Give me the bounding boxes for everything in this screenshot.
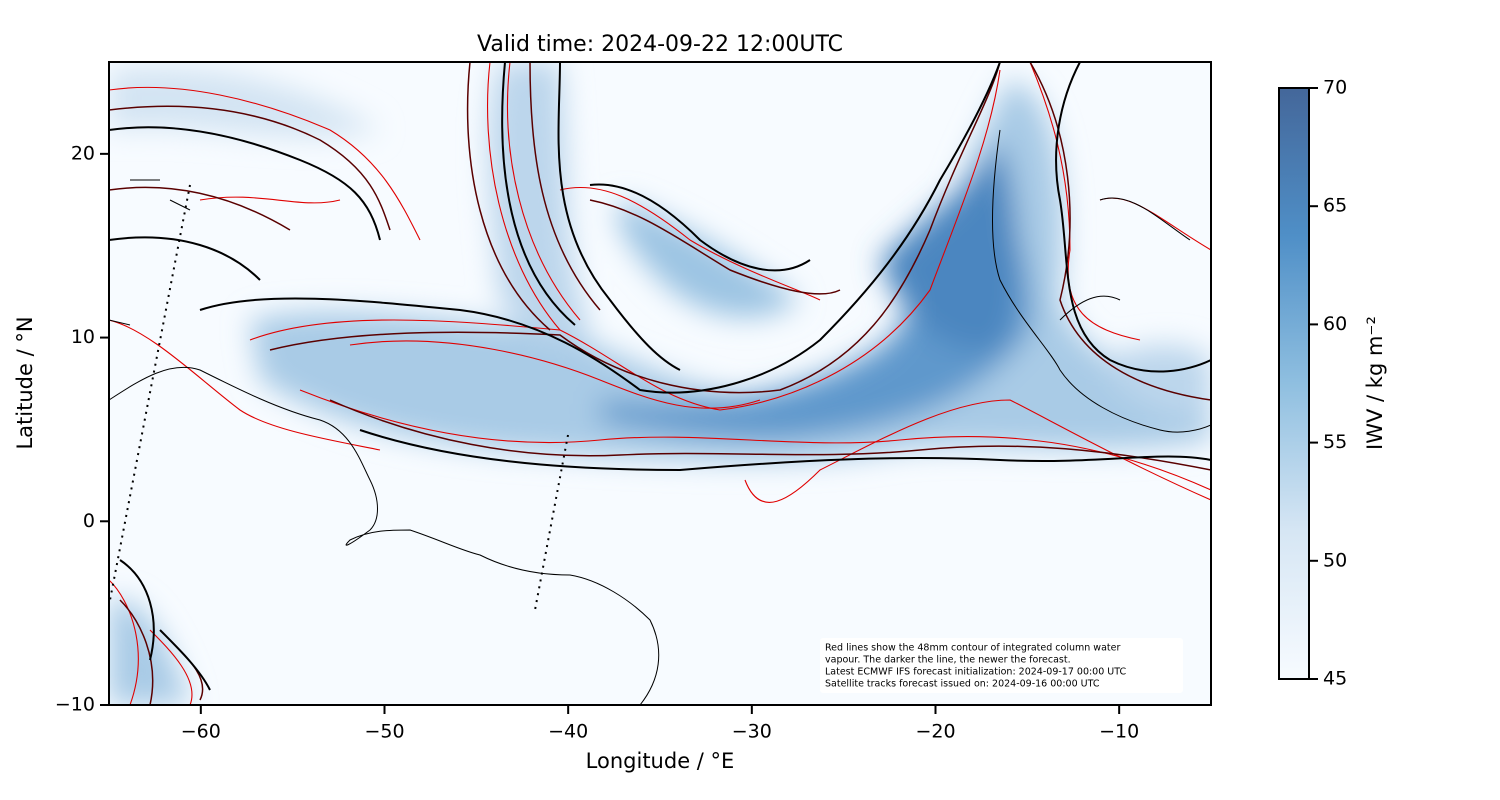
y-tick-label: 20: [71, 142, 95, 164]
colorbar-label: IWV / kg m⁻²: [1363, 316, 1387, 450]
map: [109, 62, 1211, 705]
x-tick-label: −20: [915, 721, 955, 743]
colorbar: [1278, 87, 1310, 680]
annotation-line: vapour. The darker the line, the newer t…: [825, 655, 1071, 666]
x-tick-label: −30: [732, 721, 772, 743]
annotation-line: Satellite tracks forecast issued on: 202…: [825, 679, 1100, 690]
colorbar-tick-label: 45: [1323, 668, 1347, 690]
y-tick-label: −10: [55, 694, 95, 716]
annotation-line: Red lines show the 48mm contour of integ…: [825, 643, 1120, 654]
annotation-line: Latest ECMWF IFS forecast initialization…: [825, 667, 1126, 678]
colorbar-tick-label: 55: [1323, 431, 1347, 453]
colorbar-tick-label: 50: [1323, 549, 1347, 571]
plot-frame: [108, 61, 1212, 706]
coastlines: [109, 129, 1211, 705]
x-axis-label: Longitude / °E: [586, 749, 735, 773]
x-tick-label: −50: [364, 721, 404, 743]
colorbar-tick-label: 60: [1323, 313, 1347, 335]
contours: [109, 62, 1211, 705]
colorbar-tick-label: 65: [1323, 195, 1347, 217]
y-axis-label: Latitude / °N: [13, 316, 37, 449]
x-tick-label: −40: [548, 721, 588, 743]
annotation: Red lines show the 48mm contour of integ…: [820, 638, 1183, 693]
x-tick-label: −60: [181, 721, 221, 743]
chart-title: Valid time: 2024-09-22 12:00UTC: [477, 32, 843, 57]
iwv-field: [109, 62, 1211, 705]
colorbar-tick-label: 70: [1323, 77, 1347, 99]
y-tick-label: 10: [71, 326, 95, 348]
satellite-tracks: [109, 184, 569, 611]
y-tick-label: 0: [83, 510, 95, 532]
x-tick-label: −10: [1099, 721, 1139, 743]
annotation-box: [820, 638, 1183, 693]
